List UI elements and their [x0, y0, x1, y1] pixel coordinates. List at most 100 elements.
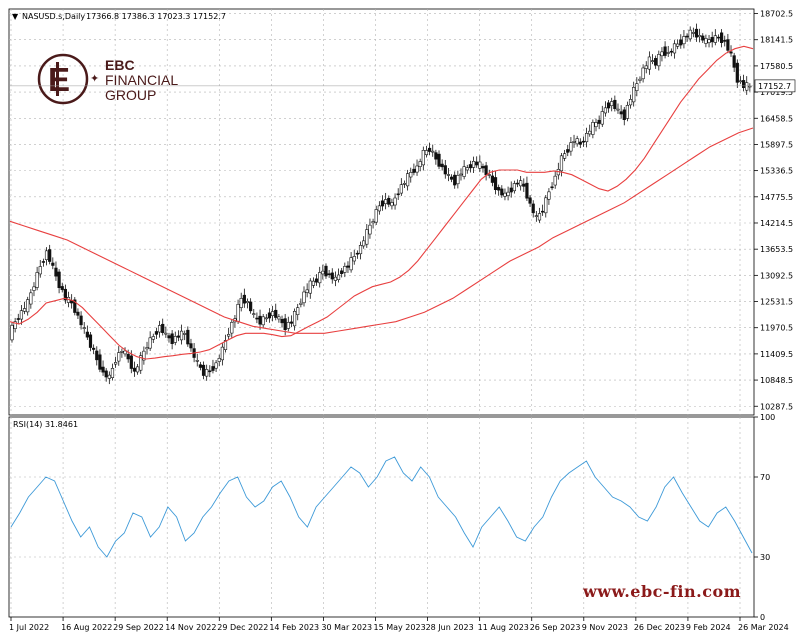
candle-body	[267, 312, 272, 319]
ohlc-label: 17366.8 17386.3 17023.3 17152.7	[86, 12, 226, 21]
candle-body	[349, 257, 353, 271]
candle-body	[402, 183, 407, 185]
time-tick-label: 9 Feb 2024	[686, 623, 731, 632]
candle-body	[95, 350, 99, 361]
candle-body	[679, 39, 683, 46]
candle-body	[597, 119, 601, 124]
time-tick-label: 26 Sep 2023	[530, 623, 581, 632]
candle-body	[48, 249, 52, 262]
candle-body	[85, 331, 89, 338]
candle-body	[280, 319, 284, 324]
candle-body	[468, 164, 473, 169]
candle-body	[164, 332, 168, 335]
rsi-tick-label: 70	[760, 473, 770, 482]
main-grid	[9, 9, 754, 415]
candle-body	[139, 355, 143, 371]
price-tick-label: 15897.5	[760, 140, 793, 149]
candle-body	[60, 286, 64, 290]
logo-circle-icon	[37, 53, 89, 105]
candle-body	[519, 180, 523, 187]
candle-body	[698, 35, 702, 38]
candle-body	[688, 29, 692, 40]
candle-body	[641, 67, 645, 80]
candle-body	[606, 102, 611, 109]
candle-body	[509, 187, 513, 193]
candle-body	[528, 197, 532, 204]
candle-body	[255, 317, 259, 320]
candle-body	[654, 58, 658, 66]
candle-body	[211, 366, 215, 371]
candle-body	[126, 354, 130, 360]
logo-line2: FINANCIAL	[105, 72, 178, 88]
candle-body	[603, 107, 608, 114]
collapse-arrow-icon[interactable]: ▼	[12, 12, 19, 21]
candle-body	[676, 43, 680, 47]
candle-body	[475, 161, 479, 166]
candle-body	[625, 105, 630, 119]
candle-body	[252, 313, 256, 315]
candle-body	[264, 317, 268, 320]
candle-body	[735, 62, 739, 83]
logo-monogram: E	[48, 61, 70, 98]
candle-body	[694, 28, 699, 38]
time-tick-label: 26 Dec 2023	[634, 623, 685, 632]
candle-body	[720, 32, 724, 43]
candle-body	[660, 51, 664, 57]
candle-body	[365, 229, 369, 245]
candle-body	[195, 360, 199, 362]
candle-body	[330, 272, 334, 280]
candle-body	[484, 165, 488, 176]
candle-body	[647, 56, 651, 70]
candle-body	[41, 261, 45, 263]
candle-body	[176, 335, 181, 338]
candle-body	[515, 182, 520, 185]
candle-body	[459, 173, 463, 176]
candle-body	[449, 176, 454, 180]
candle-body	[575, 138, 579, 145]
candle-body	[170, 333, 174, 344]
candle-body	[569, 142, 573, 152]
price-tick-label: 16458.5	[760, 114, 793, 123]
symbol-label: NASUSD.s,Daily	[22, 12, 85, 21]
rsi-label: RSI(14) 31.8461	[13, 420, 78, 429]
candle-body	[51, 262, 55, 266]
candle-body	[663, 46, 667, 56]
candle-body	[616, 108, 620, 111]
candle-body	[691, 32, 695, 34]
candle-body	[258, 315, 262, 325]
candle-body	[497, 187, 501, 191]
moving-average-line	[9, 45, 754, 360]
candle-body	[578, 141, 582, 145]
candle-body	[92, 347, 96, 350]
candle-body	[738, 80, 743, 83]
candle-body	[299, 302, 303, 305]
candle-body	[525, 182, 529, 199]
ebc-logo: E ✦ EBC FINANCIAL GROUP	[37, 53, 178, 105]
candle-body	[443, 165, 447, 175]
candle-body	[362, 240, 366, 247]
candle-body	[22, 308, 27, 312]
candle-body	[283, 318, 287, 330]
candle-body	[541, 210, 545, 213]
candle-body	[534, 215, 538, 217]
candle-body	[644, 65, 648, 69]
candle-body	[431, 150, 435, 153]
candle-body	[716, 36, 721, 39]
price-tick-label: 10287.5	[760, 402, 793, 411]
candlesticks	[10, 23, 752, 385]
candle-body	[154, 331, 159, 335]
candle-body	[465, 167, 469, 171]
candle-body	[682, 36, 686, 45]
candle-body	[318, 272, 322, 284]
candle-body	[638, 78, 642, 81]
rsi-tick-label: 100	[760, 413, 775, 422]
candle-body	[619, 111, 623, 115]
time-tick-label: 29 Dec 2022	[217, 623, 268, 632]
candle-body	[161, 323, 165, 333]
candle-body	[223, 340, 228, 350]
candle-body	[581, 140, 586, 143]
candle-body	[478, 161, 482, 169]
candle-body	[399, 184, 403, 194]
candle-body	[35, 272, 39, 288]
